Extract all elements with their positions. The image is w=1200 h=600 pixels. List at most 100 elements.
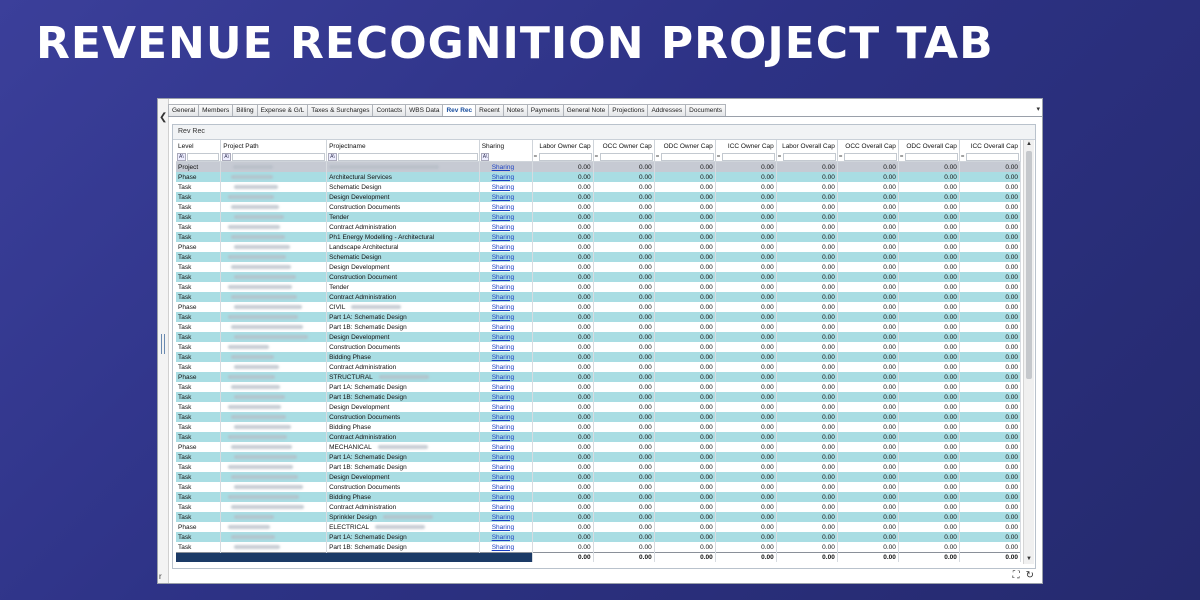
table-row[interactable]: Phase ELECTRICAL Sharing 0.00 0.00 0.00 0.00 0.… <box>176 522 1021 532</box>
table-row[interactable]: Task Design Development Sharing 0.00 0.00 0.0… <box>176 472 1021 482</box>
filter-input[interactable] <box>844 152 897 161</box>
column-header-icc-owner-cap[interactable]: ICC Owner Cap <box>715 140 777 152</box>
table-row[interactable]: Task Part 1B: Schematic Design Sharing 0.00… <box>176 392 1021 402</box>
table-row[interactable]: Task Contract Administration Sharing 0.00 0.… <box>176 222 1021 232</box>
tab-members[interactable]: Members <box>198 104 234 116</box>
column-header-odc-overall-cap[interactable]: ODC Overall Cap <box>898 140 960 152</box>
table-row[interactable]: Task Part 1B: Schematic Design Sharing 0.00… <box>176 542 1021 553</box>
sharing-link[interactable]: Sharing <box>491 413 515 421</box>
table-row[interactable]: Phase Architectural Services Sharing 0.00 0.… <box>176 172 1021 182</box>
expand-icon[interactable]: ⛶ <box>1012 570 1020 581</box>
filter-mode-button[interactable]: A\ <box>177 152 186 161</box>
sharing-link[interactable]: Sharing <box>491 323 515 331</box>
sharing-link[interactable]: Sharing <box>491 203 515 211</box>
sharing-link[interactable]: Sharing <box>491 483 515 491</box>
sharing-link[interactable]: Sharing <box>491 163 515 171</box>
table-row[interactable]: Task Design Development Sharing 0.00 0.00 0.0… <box>176 332 1021 342</box>
sharing-link[interactable]: Sharing <box>491 443 515 451</box>
table-row[interactable]: Task Part 1A: Schematic Design Sharing 0.00… <box>176 452 1021 462</box>
table-row[interactable]: Task Construction Documents Sharing 0.00 0.0… <box>176 412 1021 422</box>
tab-contacts[interactable]: Contacts <box>372 104 407 116</box>
filter-input[interactable] <box>966 152 1019 161</box>
table-row[interactable]: Task Construction Documents Sharing 0.00 0.0… <box>176 482 1021 492</box>
table-row[interactable]: Task Part 1A: Schematic Design Sharing 0.00… <box>176 382 1021 392</box>
filter-operator[interactable]: = <box>655 153 660 160</box>
sharing-link[interactable]: Sharing <box>491 543 515 551</box>
filter-mode-button[interactable]: A\ <box>480 152 490 161</box>
scroll-thumb[interactable] <box>1026 151 1032 379</box>
filter-input[interactable] <box>539 152 592 161</box>
tab-general[interactable]: General <box>168 104 200 116</box>
sharing-link[interactable]: Sharing <box>491 293 515 301</box>
tab-overflow-icon[interactable]: ▾ <box>1036 106 1040 113</box>
sharing-link[interactable]: Sharing <box>491 523 515 531</box>
sharing-link[interactable]: Sharing <box>491 393 515 401</box>
table-row[interactable]: Task Construction Documents Sharing 0.00 0.0… <box>176 202 1021 212</box>
sharing-link[interactable]: Sharing <box>491 253 515 261</box>
table-row[interactable]: Task Bidding Phase Sharing 0.00 0.00 0.00 0.00… <box>176 422 1021 432</box>
tab-billing[interactable]: Billing <box>232 104 258 116</box>
filter-operator[interactable]: = <box>777 153 782 160</box>
tab-taxes-surcharges[interactable]: Taxes & Surcharges <box>307 104 374 116</box>
table-row[interactable]: Project Sharing 0.00 0.00 0.00 0.00 0.00 0.00 0.… <box>176 161 1021 172</box>
sharing-link[interactable]: Sharing <box>491 503 515 511</box>
table-row[interactable]: Task Ph1 Energy Modelling - Architectural… <box>176 232 1021 242</box>
column-header-project-path[interactable]: Project Path <box>220 140 328 152</box>
table-row[interactable]: Phase Landscape Architectural Sharing 0.00 0… <box>176 242 1021 252</box>
table-row[interactable]: Phase MECHANICAL Sharing 0.00 0.00 0.00 0.00 0.… <box>176 442 1021 452</box>
column-header-odc-owner-cap[interactable]: ODC Owner Cap <box>654 140 716 152</box>
sharing-link[interactable]: Sharing <box>491 343 515 351</box>
table-row[interactable]: Task Tender Sharing 0.00 0.00 0.00 0.00 0.00 0.0… <box>176 282 1021 292</box>
table-row[interactable]: Task Design Development Sharing 0.00 0.00 0.0… <box>176 192 1021 202</box>
filter-operator[interactable]: = <box>960 153 965 160</box>
table-row[interactable]: Task Part 1B: Schematic Design Sharing 0.00… <box>176 462 1021 472</box>
table-row[interactable]: Task Contract Administration Sharing 0.00 0.… <box>176 502 1021 512</box>
sharing-link[interactable]: Sharing <box>491 513 515 521</box>
tab-wbs-data[interactable]: WBS Data <box>405 104 444 116</box>
scroll-down-icon[interactable]: ▼ <box>1026 556 1032 562</box>
table-row[interactable]: Task Contract Administration Sharing 0.00 0.… <box>176 362 1021 372</box>
table-row[interactable]: Task Contract Administration Sharing 0.00 0.… <box>176 432 1021 442</box>
table-row[interactable]: Task Construction Document Sharing 0.00 0.00… <box>176 272 1021 282</box>
sharing-link[interactable]: Sharing <box>491 353 515 361</box>
sharing-link[interactable]: Sharing <box>491 213 515 221</box>
column-header-occ-owner-cap[interactable]: OCC Owner Cap <box>593 140 655 152</box>
table-row[interactable]: Task Bidding Phase Sharing 0.00 0.00 0.00 0.00… <box>176 352 1021 362</box>
tab-projections[interactable]: Projections <box>608 104 649 116</box>
filter-operator[interactable]: = <box>533 153 538 160</box>
sharing-link[interactable]: Sharing <box>491 183 515 191</box>
tab-payments[interactable]: Payments <box>526 104 564 116</box>
table-row[interactable]: Task Bidding Phase Sharing 0.00 0.00 0.00 0.00… <box>176 492 1021 502</box>
filter-mode-button[interactable]: A\ <box>222 152 231 161</box>
column-header-level[interactable]: Level <box>176 140 222 152</box>
tab-notes[interactable]: Notes <box>502 104 528 116</box>
sharing-link[interactable]: Sharing <box>491 363 515 371</box>
table-row[interactable]: Phase CIVIL Sharing 0.00 0.00 0.00 0.00 0.00 0.0… <box>176 302 1021 312</box>
vertical-scrollbar[interactable]: ▲ ▼ <box>1023 140 1034 564</box>
filter-mode-button[interactable]: A\ <box>328 152 337 161</box>
sharing-link[interactable]: Sharing <box>491 423 515 431</box>
tab-recent[interactable]: Recent <box>475 104 504 116</box>
sharing-link[interactable]: Sharing <box>491 233 515 241</box>
sharing-link[interactable]: Sharing <box>491 303 515 311</box>
table-row[interactable]: Task Part 1A: Schematic Design Sharing 0.00… <box>176 312 1021 322</box>
sharing-link[interactable]: Sharing <box>491 313 515 321</box>
table-row[interactable]: Task Tender Sharing 0.00 0.00 0.00 0.00 0.00 0.0… <box>176 212 1021 222</box>
filter-operator[interactable]: = <box>899 153 904 160</box>
scroll-up-icon[interactable]: ▲ <box>1026 141 1032 147</box>
sharing-link[interactable]: Sharing <box>491 173 515 181</box>
refresh-icon[interactable]: ↻ <box>1025 570 1034 581</box>
sharing-link[interactable]: Sharing <box>491 473 515 481</box>
tab-addresses[interactable]: Addresses <box>647 104 687 116</box>
column-header-sharing[interactable]: Sharing <box>479 140 533 152</box>
column-header-icc-overall-cap[interactable]: ICC Overall Cap <box>959 140 1021 152</box>
tab-general-note[interactable]: General Note <box>562 104 610 116</box>
column-header-projectname[interactable]: Projectname <box>326 140 480 152</box>
column-header-occ-overall-cap[interactable]: OCC Overall Cap <box>837 140 899 152</box>
sharing-link[interactable]: Sharing <box>491 533 515 541</box>
filter-input[interactable] <box>722 152 775 161</box>
sharing-link[interactable]: Sharing <box>491 463 515 471</box>
sharing-link[interactable]: Sharing <box>491 453 515 461</box>
sharing-link[interactable]: Sharing <box>491 383 515 391</box>
table-row[interactable]: Task Part 1A: Schematic Design Sharing 0.00… <box>176 532 1021 542</box>
